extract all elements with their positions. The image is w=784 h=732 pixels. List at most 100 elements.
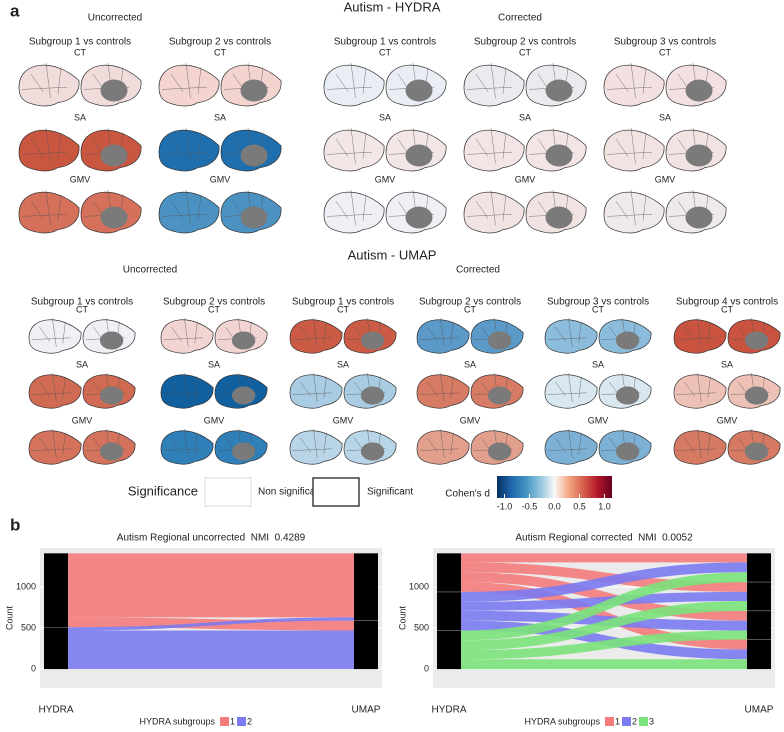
chart-title: Autism Regional uncorrected NMI 0.4289: [117, 533, 306, 544]
brain-region-border: [313, 372, 318, 402]
brain-region-border: [440, 372, 445, 402]
brain-medial-wall: [487, 331, 512, 350]
colorbar-tick-label: -1.0: [497, 501, 513, 511]
brain-region-border: [21, 152, 68, 155]
y-tick-label: 0: [424, 663, 429, 673]
brain-region-border: [326, 152, 373, 155]
brain-region-border: [362, 67, 367, 94]
brain-region-border: [161, 152, 208, 155]
measure-label: CT: [74, 48, 86, 58]
brain-region-border: [350, 127, 356, 164]
brain-medial-wall: [100, 144, 128, 167]
chart-title: Autism Regional corrected NMI 0.0052: [515, 533, 693, 544]
measure-label: CT: [76, 304, 88, 314]
legend-label: 3: [649, 716, 654, 726]
brain-region-border: [642, 132, 647, 159]
brain-region-border: [326, 214, 373, 217]
measure-label: GMV: [210, 175, 231, 185]
brain-medial-wall: [685, 144, 713, 167]
stratum-bar: [437, 553, 461, 670]
brain-region-border: [419, 337, 459, 340]
brain-medial-wall: [545, 144, 573, 167]
measure-label: GMV: [655, 175, 676, 185]
brain-medial-wall: [360, 442, 385, 461]
brain-medial-wall: [231, 442, 256, 461]
brain-region-border: [161, 214, 208, 217]
brain-region-border: [450, 321, 454, 344]
measure-label: GMV: [460, 415, 481, 425]
legend-label: 2: [247, 716, 252, 726]
brain-region-border: [194, 321, 198, 344]
measure-label: CT: [208, 304, 220, 314]
brain-region-border: [606, 87, 653, 90]
panel-label: a: [10, 1, 20, 20]
flow: [461, 572, 747, 641]
brain-region-border: [450, 376, 454, 399]
brain-region-border: [62, 376, 66, 399]
brain-region-border: [676, 392, 716, 395]
measure-label: CT: [337, 304, 349, 314]
x-tick-label: HYDRA: [431, 705, 466, 716]
brain-medial-wall: [405, 79, 433, 102]
brain-region-border: [606, 214, 653, 217]
brain-region-border: [292, 392, 332, 395]
brain-medial-wall: [99, 331, 124, 350]
measure-label: CT: [464, 304, 476, 314]
measure-label: GMV: [588, 415, 609, 425]
brain-region-border: [323, 321, 327, 344]
panel-title: Subgroup 4 vs controls: [676, 297, 778, 308]
measure-label: CT: [592, 304, 604, 314]
brain-medial-wall: [99, 442, 124, 461]
legend-label: Significant: [367, 487, 413, 498]
brain-medial-wall: [100, 79, 128, 102]
brain-region-border: [697, 372, 702, 402]
measure-label: SA: [592, 359, 604, 369]
brain-region-border: [52, 317, 57, 347]
flow: [461, 630, 747, 660]
measure-label: GMV: [333, 415, 354, 425]
measure-label: GMV: [515, 175, 536, 185]
flow: [461, 600, 747, 651]
brain-medial-wall: [744, 442, 769, 461]
panel-title: Subgroup 1 vs controls: [31, 297, 133, 308]
brain-medial-wall: [685, 79, 713, 102]
measure-label: CT: [519, 48, 531, 58]
brain-medial-wall: [240, 79, 268, 102]
brain-region-border: [185, 189, 191, 226]
brain-region-border: [630, 127, 636, 164]
brain-medial-wall: [545, 79, 573, 102]
brain-medial-wall: [744, 331, 769, 350]
brain-region-border: [62, 321, 66, 344]
brain-region-border: [568, 372, 573, 402]
brain-region-border: [440, 428, 445, 458]
brain-region-border: [326, 87, 373, 90]
brain-region-border: [194, 432, 198, 455]
brain-region-border: [52, 428, 57, 458]
measure-label: SA: [379, 113, 391, 123]
brain-region-border: [197, 194, 202, 221]
brain-region-border: [62, 432, 66, 455]
brain-region-border: [163, 448, 203, 451]
brain-region-border: [490, 127, 496, 164]
stratum-bar: [747, 553, 771, 670]
panel-title: Subgroup 1 vs controls: [29, 37, 131, 48]
brain-region-border: [697, 428, 702, 458]
flow: [461, 610, 747, 631]
y-tick-label: 0: [31, 663, 36, 673]
panel-title: Subgroup 3 vs controls: [614, 37, 716, 48]
measure-label: GMV: [72, 415, 93, 425]
measure-label: SA: [464, 359, 476, 369]
colorbar-title: Cohen's d: [445, 489, 490, 500]
brain-region-border: [21, 214, 68, 217]
measure-label: SA: [659, 113, 671, 123]
brain-region-border: [676, 337, 716, 340]
colorbar-tick-label: -0.5: [522, 501, 538, 511]
brain-region-border: [45, 127, 51, 164]
brain-region-border: [466, 152, 513, 155]
brain-region-border: [697, 317, 702, 347]
brain-region-border: [163, 392, 203, 395]
brain-region-border: [502, 194, 507, 221]
brain-medial-wall: [685, 206, 713, 229]
brain-region-border: [362, 194, 367, 221]
